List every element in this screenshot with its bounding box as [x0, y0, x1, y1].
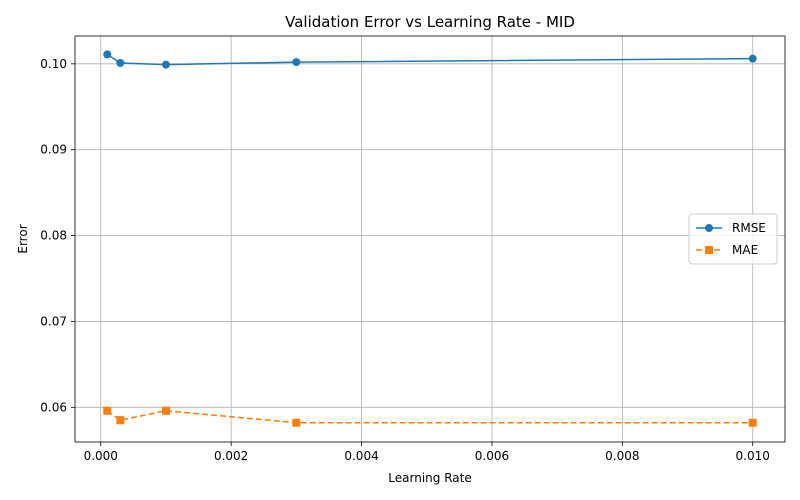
mae-point	[161, 406, 170, 415]
mae-point	[103, 406, 112, 415]
legend-mae-label: MAE	[732, 243, 758, 257]
y-tick-label: 0.06	[40, 400, 67, 414]
mae-point	[748, 418, 757, 427]
legend-mae-marker	[705, 246, 713, 254]
rmse-line	[106, 53, 753, 66]
grid	[75, 36, 785, 442]
x-tick-label: 0.006	[475, 449, 509, 463]
rmse-point	[748, 54, 757, 63]
y-tick-label: 0.09	[40, 143, 67, 157]
rmse-point	[116, 58, 125, 67]
chart-title: Validation Error vs Learning Rate - MID	[285, 13, 575, 31]
x-tick-label: 0.008	[605, 449, 639, 463]
y-axis-label: Error	[16, 224, 30, 253]
x-axis-ticks: 0.000 0.002 0.004 0.006 0.008 0.010	[84, 442, 770, 463]
plot-frame	[74, 35, 786, 443]
rmse-point	[161, 60, 170, 69]
y-tick-label: 0.08	[40, 229, 67, 243]
x-axis-label: Learning Rate	[388, 471, 471, 485]
rmse-point	[292, 58, 301, 67]
mae-point	[292, 418, 301, 427]
legend-rmse-label: RMSE	[732, 221, 766, 235]
rmse-point	[103, 50, 112, 59]
x-tick-label: 0.000	[84, 449, 118, 463]
series-layer	[103, 50, 757, 427]
mae-line	[106, 409, 753, 424]
mae-point	[116, 416, 125, 425]
legend-rmse-marker	[705, 224, 713, 232]
legend: RMSE MAE	[688, 213, 778, 265]
y-tick-label: 0.07	[40, 314, 67, 328]
x-tick-label: 0.010	[736, 449, 770, 463]
x-tick-label: 0.002	[214, 449, 248, 463]
x-tick-label: 0.004	[344, 449, 378, 463]
y-axis-ticks: 0.06 0.07 0.08 0.09 0.10	[40, 57, 75, 414]
y-tick-label: 0.10	[40, 57, 67, 71]
